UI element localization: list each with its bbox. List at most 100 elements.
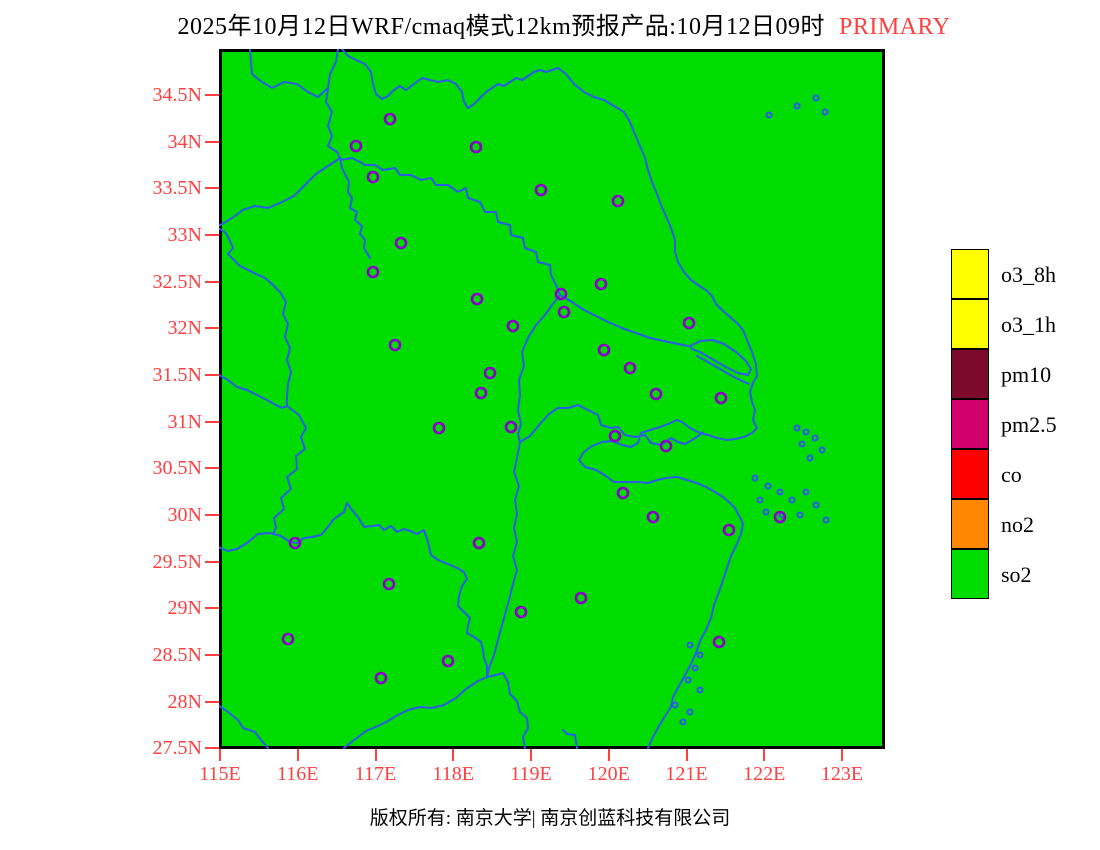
station-marker: [388, 338, 402, 352]
island-outline: [762, 508, 770, 516]
island-outline: [684, 676, 692, 684]
island-outline: [802, 428, 810, 436]
station-marker: [646, 510, 660, 524]
lat-tick: [205, 653, 219, 656]
lat-tick: [205, 513, 219, 516]
lat-label: 28N: [167, 690, 202, 713]
lat-label: 28.5N: [152, 643, 202, 666]
lon-tick: [296, 749, 299, 761]
station-marker: [659, 439, 673, 453]
station-marker: [514, 605, 528, 619]
station-marker: [374, 671, 388, 685]
station-marker: [474, 386, 488, 400]
lon-label: 122E: [743, 763, 786, 785]
legend-item: pm10: [951, 349, 1100, 399]
legend-swatch-so2: [951, 549, 989, 599]
station-marker: [366, 265, 380, 279]
station-marker: [597, 343, 611, 357]
province-boundary-line: [486, 672, 529, 749]
station-marker: [616, 486, 630, 500]
lat-label: 34N: [167, 130, 202, 153]
lon-label: 118E: [432, 763, 474, 785]
lat-tick: [205, 607, 219, 610]
lon-tick: [452, 749, 455, 761]
island-outline: [765, 111, 773, 119]
station-marker: [483, 366, 497, 380]
lon-tick: [763, 749, 766, 761]
legend-label: o3_8h: [1001, 262, 1056, 287]
lon-label: 121E: [665, 763, 708, 785]
legend-swatch-no2: [951, 499, 989, 549]
station-marker: [432, 421, 446, 435]
legend-swatch-o3_8h: [951, 249, 989, 299]
lat-label: 30.5N: [152, 457, 202, 480]
lat-label: 32.5N: [152, 270, 202, 293]
station-marker: [773, 510, 787, 524]
island-outline: [821, 108, 829, 116]
island-outline: [679, 718, 687, 726]
lat-label: 31N: [167, 410, 202, 433]
island-outline: [696, 686, 704, 694]
province-boundary-line: [486, 294, 561, 678]
lat-label: 33N: [167, 223, 202, 246]
legend-swatch-co: [951, 449, 989, 499]
legend-item: pm2.5: [951, 399, 1100, 449]
island-outline: [806, 454, 814, 462]
lat-tick: [205, 420, 219, 423]
province-boundary-line: [264, 277, 307, 535]
province-boundary-line: [339, 157, 561, 296]
title-pollutant-tag: PRIMARY: [838, 14, 951, 40]
legend-item: co: [951, 449, 1100, 499]
island-outline: [796, 511, 804, 519]
island-outline: [764, 482, 772, 490]
lat-tick: [205, 560, 219, 563]
lat-tick: [205, 747, 219, 750]
province-boundary-line: [219, 157, 341, 227]
station-marker: [534, 183, 548, 197]
lon-tick: [841, 749, 843, 761]
lon-label: 115E: [199, 763, 241, 785]
station-marker: [441, 654, 455, 668]
station-marker: [554, 287, 568, 301]
province-boundary-line: [559, 294, 689, 347]
province-boundary-line: [689, 339, 752, 376]
province-boundary-line: [249, 49, 329, 98]
island-outline: [776, 488, 784, 496]
island-outline: [798, 440, 806, 448]
province-boundary-line: [325, 87, 371, 259]
island-outline: [802, 488, 810, 496]
lat-label: 27.5N: [152, 737, 202, 760]
lon-tick: [374, 749, 377, 761]
legend-swatch-pm10: [951, 349, 989, 399]
copyright-text: 版权所有: 南京大学| 南京创蓝科技有限公司: [369, 808, 731, 829]
station-marker: [472, 536, 486, 550]
map-canvas: [219, 49, 885, 749]
legend-item: o3_8h: [951, 249, 1100, 299]
legend-label: o3_1h: [1001, 312, 1056, 337]
station-marker: [506, 319, 520, 333]
lat-tick: [205, 233, 219, 236]
island-outline: [812, 94, 820, 102]
lat-tick: [205, 373, 219, 376]
province-boundary-line: [343, 676, 488, 749]
lon-label: 117E: [354, 763, 397, 785]
legend-label: no2: [1001, 512, 1034, 537]
station-marker: [281, 632, 295, 646]
island-outline: [671, 701, 679, 709]
lat-tick: [205, 140, 219, 143]
island-outline: [812, 501, 820, 509]
island-outline: [751, 474, 759, 482]
lat-tick: [205, 187, 219, 190]
island-outline: [788, 496, 796, 504]
station-marker: [608, 429, 622, 443]
island-outline: [793, 424, 801, 432]
island-outline: [793, 102, 801, 110]
legend-item: no2: [951, 499, 1100, 549]
province-boundary-line: [562, 729, 578, 749]
station-marker: [649, 387, 663, 401]
island-outline: [822, 516, 830, 524]
legend-label: pm10: [1001, 362, 1052, 387]
station-marker: [611, 194, 625, 208]
province-boundary-line: [519, 404, 704, 446]
lat-label: 34.5N: [152, 84, 202, 106]
